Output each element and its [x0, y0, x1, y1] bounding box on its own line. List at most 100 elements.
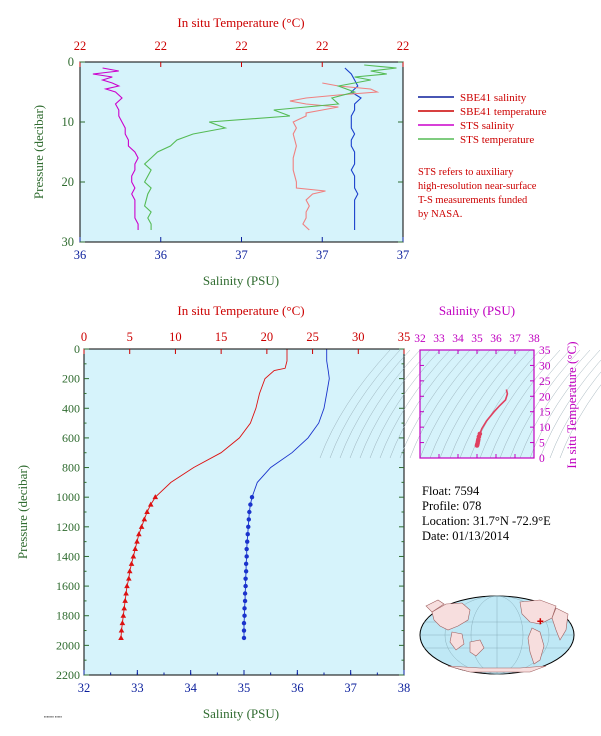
lower-temp-marker-16: [138, 523, 145, 529]
lower-top-tick-label-1: 5: [127, 330, 133, 344]
upper-series-sbe41-salinity: [344, 67, 362, 230]
lower-y-tick-label-4: 800: [62, 461, 80, 475]
ts-top-tick-label-3: 35: [471, 333, 483, 345]
lower-y-tick-label-9: 1800: [56, 609, 80, 623]
ts-right-tick-label-6: 30: [539, 360, 551, 372]
upper-y-tick-label-3: 30: [62, 235, 75, 249]
upper-legend: SBE41 salinity SBE41 temperature STS sal…: [418, 92, 547, 146]
ts-right-tick-label-4: 20: [539, 391, 551, 403]
lower-sal-marker-14: [246, 517, 251, 522]
upper-series-group: [92, 64, 397, 231]
upper-top-tick-label-0: 22: [74, 39, 87, 53]
lower-temp-marker-27: [121, 605, 128, 611]
ts-right-tick-label-7: 35: [539, 345, 551, 357]
lower-sal-marker-22: [243, 576, 248, 581]
lower-y-tick-label-7: 1400: [56, 549, 80, 563]
lower-sal-marker-30: [241, 635, 247, 641]
lower-top-tick-label-6: 30: [352, 330, 365, 344]
upper-bottom-axis-label: Salinity (PSU): [203, 273, 279, 288]
upper-top-tick-label-4: 22: [397, 39, 410, 53]
lower-sal-marker-21: [243, 569, 249, 574]
lower-sal-marker-18: [244, 546, 249, 552]
ts-density-contour-10: [419, 349, 491, 459]
lower-y-tick-label-2: 400: [62, 401, 80, 415]
float-info: Float: 7594 Profile: 078 Location: 31.7°…: [422, 484, 551, 543]
ts-density-contour-17: [489, 349, 561, 459]
lower-top-tick-label-7: 35: [398, 330, 411, 344]
upper-top-tick-label-2: 22: [235, 39, 248, 53]
upper-bottom-tick-label-1: 36: [155, 248, 168, 262]
ts-density-contour-2: [339, 349, 411, 459]
lower-top-axis-label: In situ Temperature (°C): [177, 303, 304, 318]
map-land: [425, 599, 569, 673]
lower-sal-marker-13: [247, 509, 252, 515]
ts-density-contour-11: [429, 349, 501, 459]
lower-sal-marker-26: [242, 606, 247, 611]
lower-sal-marker-23: [243, 583, 248, 589]
lower-bottom-tick-label-1: 33: [131, 681, 144, 695]
lower-ticks-group: 0 5 10 15 20 25 30 35 32 33 34 35 36 37 38 0 200 400 600 80…: [56, 330, 410, 695]
lower-temp-marker-31: [118, 634, 124, 640]
lower-temp-marker-24: [124, 583, 130, 589]
ts-top-tick-label-5: 37: [509, 333, 521, 345]
ts-density-contour-14: [459, 349, 531, 459]
ts-top-tick-label-1: 33: [433, 333, 445, 345]
lower-temp-marker-25: [123, 590, 129, 596]
lower-y-tick-label-8: 1600: [56, 579, 80, 593]
map-float-marker: [537, 618, 544, 625]
lower-sal-marker-20: [243, 561, 249, 567]
lower-sal-marker-16: [245, 532, 250, 537]
info-float: Float: 7594: [422, 484, 480, 498]
lower-top-tick-label-0: 0: [81, 330, 87, 344]
ts-density-contour-18: [499, 349, 571, 459]
lower-top-tick-label-5: 25: [306, 330, 319, 344]
lower-sal-marker-29: [241, 628, 247, 633]
upper-note: STS refers to auxiliary high-resolution …: [418, 167, 537, 220]
ts-top-tick-label-2: 34: [452, 333, 464, 345]
lower-top-tick-label-4: 20: [261, 330, 274, 344]
ts-density-contour-9: [409, 349, 481, 459]
upper-y-tick-label-2: 20: [62, 175, 75, 189]
lower-sal-marker-27: [242, 613, 247, 618]
ts-density-contour-4: [359, 349, 431, 459]
ts-series-group: [474, 389, 509, 448]
note-line-1: STS refers to auxiliary: [418, 167, 514, 178]
ts-density-contour-13: [449, 349, 521, 459]
legend-label-sts-temperature: STS temperature: [460, 134, 534, 146]
lower-bottom-tick-label-2: 34: [184, 681, 197, 695]
ts-right-tick-label-1: 5: [539, 438, 545, 450]
lower-top-tick-label-2: 10: [169, 330, 182, 344]
ts-marker-13: [474, 443, 480, 448]
ts-density-contour-12: [439, 349, 511, 459]
lower-bottom-tick-label-4: 36: [291, 681, 304, 695]
lower-temp-marker-30: [118, 627, 125, 633]
ts-inset-panel: 32 33 34 35 36 37 38 0 5 10 15 20 25 30 35 Salinity (P…: [319, 303, 601, 469]
note-line-3: T-S measurements funded: [418, 195, 528, 206]
legend-label-sts-salinity: STS salinity: [460, 120, 515, 132]
lower-sal-marker-11: [249, 494, 255, 500]
upper-y-tick-label-0: 0: [68, 55, 74, 69]
ts-density-contours: [319, 349, 601, 459]
ts-density-contour-16: [479, 349, 551, 459]
ts-right-tick-label-5: 25: [539, 376, 551, 388]
legend-label-sbe41-salinity: SBE41 salinity: [460, 92, 527, 104]
ts-top-axis-label: Salinity (PSU): [439, 303, 515, 318]
ts-density-contour-8: [399, 349, 471, 459]
lower-temp-marker-20: [130, 553, 137, 559]
info-profile: Profile: 078: [422, 499, 481, 513]
ts-top-tick-label-4: 36: [490, 333, 502, 345]
lower-y-tick-label-3: 600: [62, 431, 80, 445]
lower-temp-marker-29: [119, 620, 126, 626]
footer-stamp: ▪▪▪▪▪▪▪ ▪▪▪▪▪: [44, 714, 63, 719]
legend-label-sbe41-temperature: SBE41 temperature: [460, 106, 547, 118]
lower-top-tick-label-3: 15: [215, 330, 228, 344]
lower-bottom-axis-label: Salinity (PSU): [203, 706, 279, 721]
ts-density-contour-21: [529, 349, 601, 459]
ts-density-contour-6: [379, 349, 451, 459]
upper-top-axis-label: In situ Temperature (°C): [177, 15, 304, 30]
upper-top-tick-label-1: 22: [155, 39, 168, 53]
upper-series-sts-salinity: [92, 67, 139, 230]
